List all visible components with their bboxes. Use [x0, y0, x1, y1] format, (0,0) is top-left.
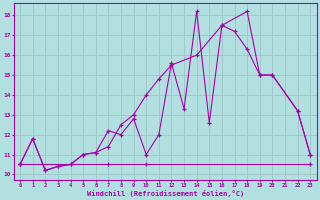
X-axis label: Windchill (Refroidissement éolien,°C): Windchill (Refroidissement éolien,°C): [86, 190, 244, 197]
